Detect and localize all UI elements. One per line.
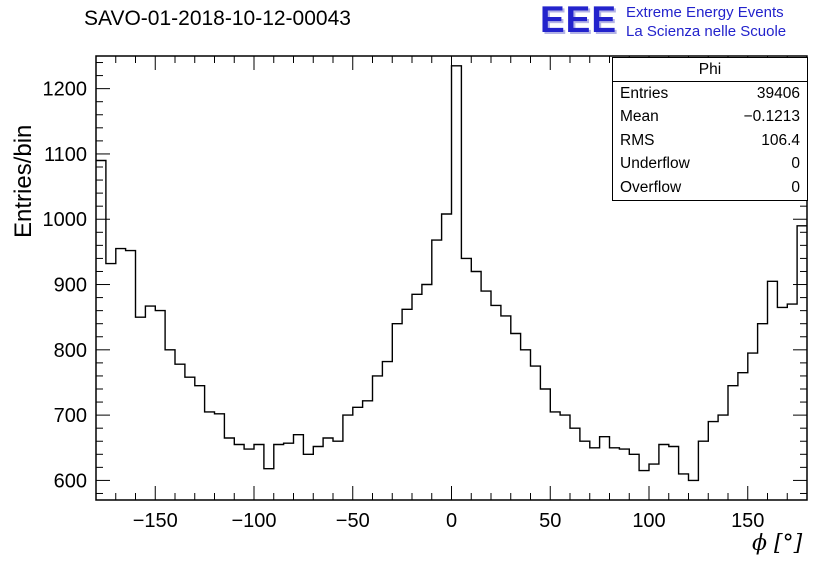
stats-label: Overflow (620, 178, 682, 196)
stats-value: 0 (791, 155, 800, 173)
y-tick-label: 1000 (43, 209, 88, 231)
x-tick-label: −50 (336, 510, 370, 532)
y-tick-label: 1200 (43, 79, 88, 101)
x-tick-label: 100 (632, 510, 665, 532)
y-tick-label: 900 (54, 275, 87, 297)
histogram-line (96, 65, 807, 482)
stats-value: 0 (791, 178, 800, 196)
stats-value: 39406 (756, 84, 800, 102)
eee-logo: EEE Extreme Energy Events La Scienza nel… (540, 1, 786, 41)
stats-label: Entries (620, 84, 669, 102)
x-axis-title: ϕ [°] (752, 531, 803, 556)
eee-logo-subtitle: Extreme Energy Events La Scienza nelle S… (626, 1, 786, 41)
y-axis-title: Entries/bin (10, 124, 37, 238)
eee-logo-line2: La Scienza nelle Scuole (626, 23, 787, 40)
stats-row-underflow: Underflow 0 (613, 153, 807, 177)
stats-value: 106.4 (761, 131, 800, 149)
stats-row-overflow: Overflow 0 (613, 176, 807, 200)
stats-row-rms: RMS 106.4 (613, 129, 807, 153)
eee-logo-line1: Extreme Energy Events (626, 4, 784, 21)
stats-row-entries: Entries 39406 (613, 82, 807, 106)
y-tick-label: 600 (54, 470, 87, 492)
stats-box-title: Phi (613, 58, 807, 82)
x-tick-label: 50 (539, 510, 561, 532)
stats-box: Phi Entries 39406 Mean −0.1213 RMS 106.4… (612, 57, 808, 201)
stats-row-mean: Mean −0.1213 (613, 106, 807, 130)
x-tick-label: −100 (231, 510, 276, 532)
y-tick-label: 800 (54, 340, 87, 362)
page-title: SAVO-01-2018-10-12-00043 (84, 7, 351, 30)
stats-label: Underflow (620, 155, 690, 173)
x-tick-label: 150 (731, 510, 764, 532)
x-tick-label: −150 (133, 510, 178, 532)
eee-logo-text: EEE (540, 0, 618, 40)
stats-label: RMS (620, 131, 655, 149)
y-tick-label: 700 (54, 405, 87, 427)
stats-label: Mean (620, 108, 659, 126)
stats-value: −0.1213 (743, 108, 800, 126)
x-tick-label: 0 (446, 510, 457, 532)
y-tick-label: 1100 (44, 144, 87, 166)
